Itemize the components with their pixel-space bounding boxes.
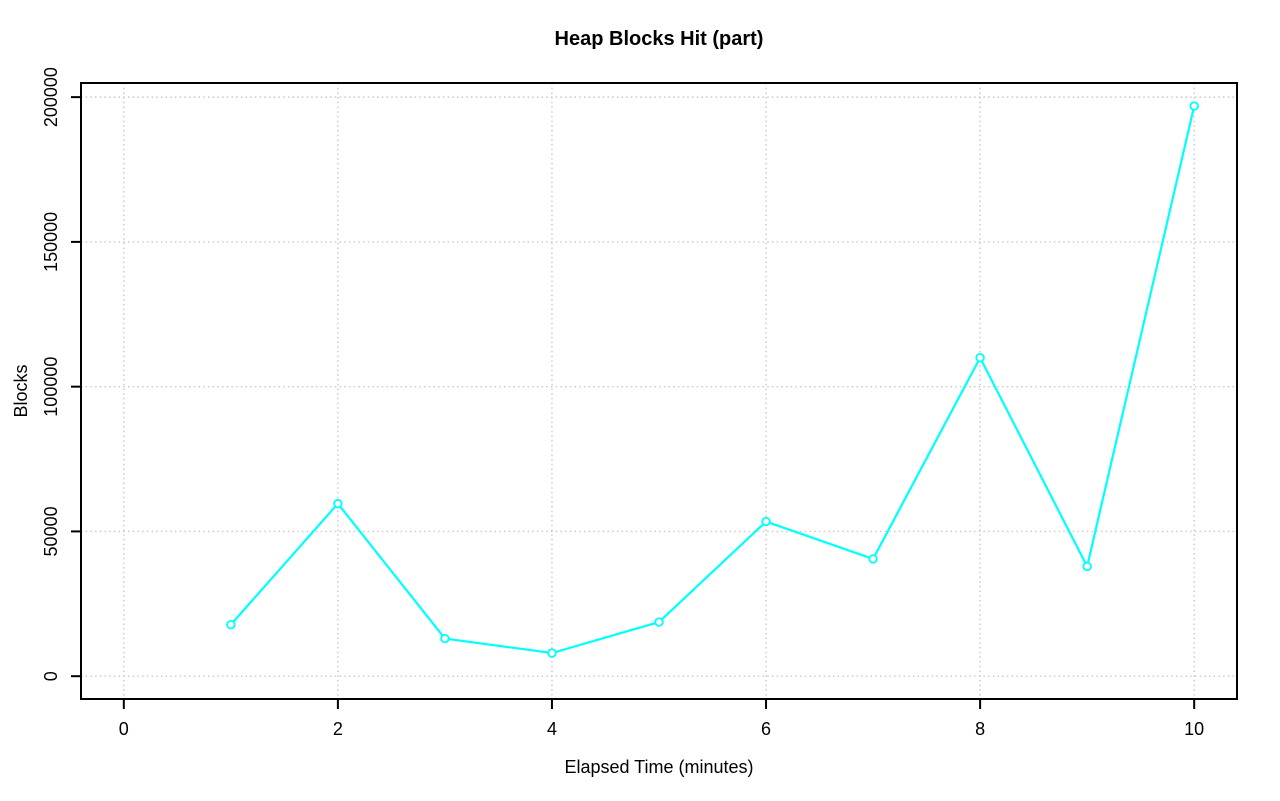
x-tick-label: 4 <box>547 719 557 739</box>
x-axis-title: Elapsed Time (minutes) <box>564 757 753 777</box>
axis-layer: 0 2 4 6 8 10 0 50000 100000 150000 200000 <box>41 67 1204 739</box>
plot-border <box>80 82 1238 700</box>
data-point <box>333 498 343 509</box>
y-tick-label: 200000 <box>41 67 61 127</box>
y-tick-label: 150000 <box>41 212 61 272</box>
y-tick-label: 100000 <box>41 357 61 417</box>
data-point <box>654 617 664 627</box>
grid-layer <box>81 83 1237 699</box>
y-axis-title: Blocks <box>11 364 31 417</box>
data-point <box>868 554 878 564</box>
x-tick-label: 8 <box>975 719 985 739</box>
data-point <box>1082 561 1092 572</box>
data-point <box>975 353 985 363</box>
series-line <box>229 105 1196 655</box>
series-layer <box>226 101 1199 658</box>
x-tick-label: 2 <box>333 719 343 739</box>
y-tick-label: 50000 <box>41 506 61 556</box>
chart-title: Heap Blocks Hit (part) <box>555 28 764 50</box>
data-point <box>761 516 771 527</box>
data-point <box>547 648 557 658</box>
x-tick-label: 0 <box>119 719 129 739</box>
data-point <box>440 633 450 644</box>
x-tick-label: 6 <box>761 719 771 739</box>
data-point <box>226 619 236 630</box>
x-tick-label: 10 <box>1184 719 1204 739</box>
y-tick-label: 0 <box>41 671 61 681</box>
data-point <box>1189 101 1199 111</box>
